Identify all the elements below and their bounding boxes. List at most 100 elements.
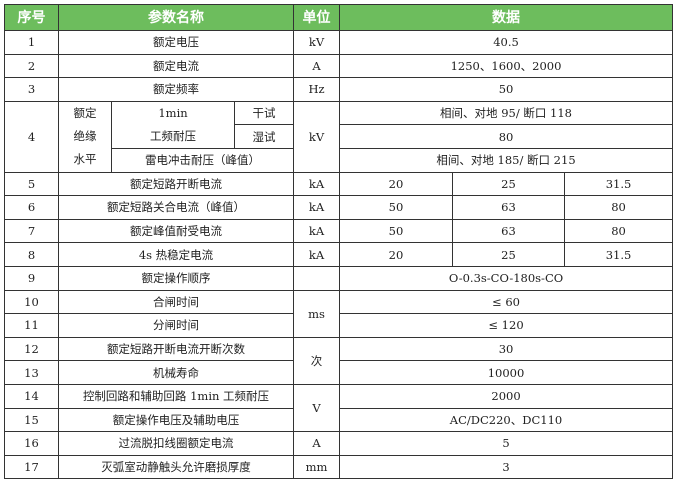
pf-line: 工频耐压 bbox=[150, 128, 196, 143]
row-value: 31.5 bbox=[563, 242, 674, 267]
row-no: 1 bbox=[4, 30, 59, 55]
row-no: 3 bbox=[4, 77, 59, 102]
row-name: 过流脱扣线圈额定电流 bbox=[58, 431, 294, 456]
row-value: 3 bbox=[338, 454, 674, 480]
row-unit: V bbox=[293, 383, 340, 433]
table-row: 3 额定频率 Hz 50 bbox=[4, 77, 674, 102]
row-no: 14 bbox=[4, 383, 59, 409]
row-name: 合闸时间 bbox=[58, 289, 294, 315]
row-value: 63 bbox=[452, 218, 565, 244]
row-unit: kA bbox=[293, 171, 340, 197]
table-row: 6 额定短路关合电流（峰值） kA 50 63 80 bbox=[4, 195, 674, 220]
row-value: O-0.3s-CO-180s-CO bbox=[338, 265, 674, 291]
header-name: 参数名称 bbox=[58, 4, 294, 31]
row-value: 5 bbox=[338, 431, 674, 456]
row-name: 额定操作电压及辅助电压 bbox=[58, 407, 294, 433]
header-no: 序号 bbox=[4, 4, 59, 31]
row-no: 17 bbox=[4, 454, 59, 480]
lightning-label: 雷电冲击耐压（峰值） bbox=[111, 147, 294, 173]
row-value: 50 bbox=[339, 218, 453, 244]
row-name: 额定峰值耐受电流 bbox=[58, 218, 294, 244]
row-no: 6 bbox=[4, 195, 59, 220]
row-name: 机械寿命 bbox=[58, 360, 294, 385]
power-frequency-label: 1min 工频耐压 bbox=[111, 100, 235, 149]
row-no: 2 bbox=[4, 53, 59, 79]
group-line: 绝缘 bbox=[73, 129, 97, 144]
header-data: 数据 bbox=[338, 4, 674, 31]
row-no: 15 bbox=[4, 407, 59, 433]
row-unit: mm bbox=[293, 454, 340, 480]
row-name: 额定短路开断电流开断次数 bbox=[58, 336, 294, 362]
table-row: 12 额定短路开断电流开断次数次 30 bbox=[4, 336, 674, 385]
row-no: 9 bbox=[4, 265, 59, 291]
header-row: 序号 参数名称 单位 数据 bbox=[4, 4, 674, 31]
row-name: 额定操作顺序 bbox=[58, 265, 294, 291]
row-unit: A bbox=[293, 53, 340, 79]
row-value: 50 bbox=[338, 77, 674, 102]
row-value: 相间、对地 185/ 断口 215 bbox=[338, 147, 674, 173]
table-row: 16 过流脱扣线圈额定电流 A 5 bbox=[4, 431, 674, 456]
table-row: 14 控制回路和辅助回路 1min 工频耐压 V 2000 bbox=[4, 383, 674, 433]
row-no: 13 bbox=[4, 360, 59, 385]
row-value: 30 bbox=[338, 336, 674, 362]
row-name: 4s 热稳定电流 bbox=[58, 242, 294, 267]
row-name: 额定频率 bbox=[58, 77, 294, 102]
table-row: 湿试 80 bbox=[5, 124, 674, 149]
table-row: 7 额定峰值耐受电流 kA 50 63 80 bbox=[4, 218, 674, 244]
table-row: 15 额定操作电压及辅助电压 AC/DC220、DC110 bbox=[4, 407, 674, 433]
row-value: 80 bbox=[563, 218, 674, 244]
row-no: 11 bbox=[4, 313, 59, 338]
row-value: AC/DC220、DC110 bbox=[338, 407, 674, 433]
row-name: 额定短路开断电流 bbox=[58, 171, 294, 197]
row-value: 25 bbox=[452, 242, 565, 267]
row-no: 4 bbox=[4, 100, 59, 173]
row-unit: kV bbox=[293, 100, 340, 173]
row-name: 灭弧室动静触头允许磨损厚度 bbox=[58, 454, 294, 480]
row-value: 25 bbox=[452, 171, 565, 197]
row-name: 分闸时间 bbox=[58, 313, 294, 338]
table-row: 1 额定电压 kV 40.5 bbox=[4, 30, 674, 55]
group-line: 水平 bbox=[73, 152, 97, 167]
table-row: 9 额定操作顺序 O-0.3s-CO-180s-CO bbox=[4, 265, 674, 291]
row-value: 1250、1600、2000 bbox=[338, 53, 674, 79]
row-unit: Hz bbox=[293, 77, 340, 102]
table-row: 8 4s 热稳定电流 kA 20 25 31.5 bbox=[4, 242, 674, 267]
row-unit: kA bbox=[293, 218, 340, 244]
row-value: 63 bbox=[452, 195, 565, 220]
row-unit bbox=[293, 265, 340, 291]
table-row: 13 机械寿命 10000 bbox=[4, 360, 674, 385]
row-value: 40.5 bbox=[338, 30, 674, 55]
row-no: 12 bbox=[4, 336, 59, 362]
row-unit: kA bbox=[293, 242, 340, 267]
table-row: 2 额定电流 A 1250、1600、2000 bbox=[4, 53, 674, 79]
row-value: 10000 bbox=[338, 360, 674, 385]
table-row: 5 额定短路开断电流 kA 20 25 31.5 bbox=[4, 171, 674, 197]
row-no: 7 bbox=[4, 218, 59, 244]
header-unit: 单位 bbox=[293, 4, 340, 31]
row-name: 额定电压 bbox=[58, 30, 294, 55]
row-no: 16 bbox=[4, 431, 59, 456]
dry-test-label: 干试 bbox=[234, 100, 294, 126]
row-value: ≤ 120 bbox=[338, 313, 674, 338]
row-value: ≤ 60 bbox=[338, 289, 674, 315]
row-value: 80 bbox=[563, 195, 674, 220]
row-unit: ms bbox=[293, 289, 340, 338]
row-unit: kV bbox=[293, 30, 340, 55]
row-value: 20 bbox=[339, 242, 453, 267]
row-value: 2000 bbox=[338, 383, 674, 409]
row-name: 额定短路关合电流（峰值） bbox=[58, 195, 294, 220]
wet-test-label: 湿试 bbox=[234, 124, 294, 149]
table-row: 10 合闸时间 ms ≤ 60 bbox=[4, 289, 674, 338]
pf-line: 1min bbox=[158, 105, 188, 120]
table-row: 11 分闸时间 ≤ 120 bbox=[4, 313, 674, 338]
parameter-table: 序号 参数名称 单位 数据 1 额定电压 kV 40.5 2 额定电流 A 1250、160… bbox=[4, 4, 674, 480]
row-unit: A bbox=[293, 431, 340, 456]
row-value: 31.5 bbox=[563, 171, 674, 197]
row-value: 80 bbox=[338, 124, 674, 149]
row-value: 50 bbox=[339, 195, 453, 220]
row-unit: 次 bbox=[293, 336, 340, 385]
row-value: 相间、对地 95/ 断口 118 bbox=[338, 100, 674, 126]
row-unit: kA bbox=[293, 195, 340, 220]
table-row: 雷电冲击耐压（峰值） 相间、对地 185/ 断口 215 bbox=[5, 147, 674, 173]
row-value: 20 bbox=[339, 171, 453, 197]
